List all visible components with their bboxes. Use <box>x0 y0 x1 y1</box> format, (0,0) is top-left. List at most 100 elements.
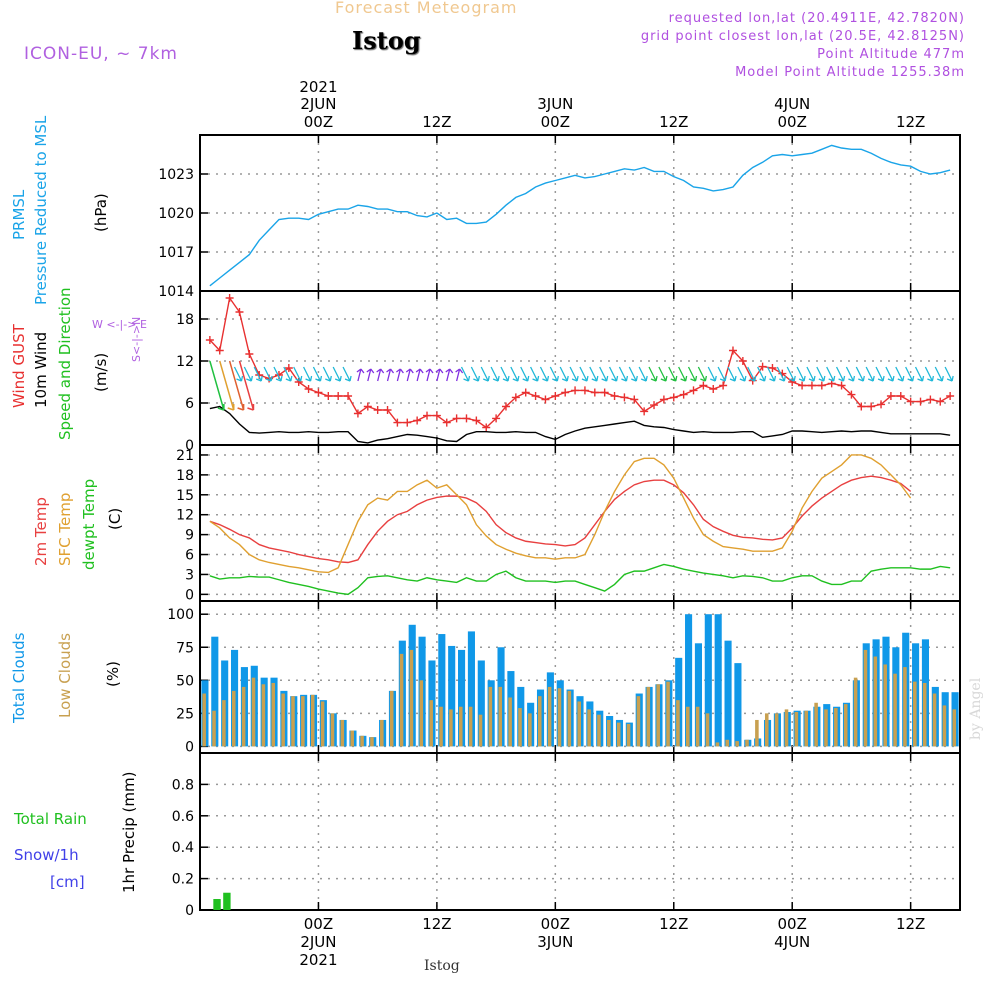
low-cloud-bar <box>410 650 414 746</box>
low-cloud-bar <box>390 691 394 747</box>
low-cloud-bar <box>814 703 818 747</box>
gust-marker <box>551 392 559 400</box>
gust-marker <box>936 398 944 406</box>
low-cloud-bar <box>696 707 700 747</box>
wind-direction-arrow <box>436 369 443 381</box>
gust-marker <box>611 392 619 400</box>
low-cloud-bar <box>943 705 947 746</box>
gust-marker <box>818 382 826 390</box>
wind-direction-arrow <box>396 369 403 381</box>
top-day-label: 3JUN <box>537 95 573 113</box>
wind-direction-arrow <box>925 367 933 381</box>
low-cloud-bar <box>469 707 473 747</box>
low-cloud-bar <box>834 708 838 746</box>
wind-direction-arrow <box>945 367 953 381</box>
low-cloud-bar <box>903 667 907 746</box>
low-cloud-bar <box>706 713 710 746</box>
gust-marker <box>453 414 461 422</box>
low-cloud-bar <box>716 742 720 746</box>
gust-marker <box>670 393 678 401</box>
gust-marker <box>561 389 569 397</box>
temp-2m-line <box>210 476 911 562</box>
y-tick-label: 3 <box>185 567 194 583</box>
top-hour-label: 12Z <box>659 113 688 131</box>
bottom-hour-label: 00Z <box>778 915 807 933</box>
wind-direction-arrow <box>416 369 423 381</box>
gust-marker <box>709 385 717 393</box>
low-cloud-bar <box>864 650 868 746</box>
low-cloud-bar <box>370 737 374 746</box>
low-cloud-bar <box>637 696 641 746</box>
wind-direction-arrow <box>689 367 697 381</box>
gust-marker <box>532 392 540 400</box>
y-tick-label: 1017 <box>158 245 194 261</box>
temp-dew-line <box>210 564 950 594</box>
y-tick-label: 0.8 <box>172 777 194 793</box>
y-tick-label: 75 <box>176 640 194 656</box>
y-tick-label: 0 <box>185 739 194 755</box>
y-tick-label: 9 <box>185 528 194 544</box>
top-hour-label: 00Z <box>778 113 807 131</box>
total-cloud-bar <box>734 663 741 746</box>
low-cloud-bar <box>755 720 759 746</box>
wind-direction-arrow <box>560 367 568 381</box>
wind-direction-arrow <box>669 367 677 381</box>
wind-direction-arrow <box>540 367 548 381</box>
wind-direction-arrow <box>501 367 509 381</box>
y-tick-label: 15 <box>176 488 194 504</box>
wind-direction-arrow <box>906 367 914 381</box>
gust-marker <box>719 382 727 390</box>
low-cloud-bar <box>587 709 591 746</box>
bottom-year-label: 2021 <box>299 951 337 969</box>
low-cloud-bar <box>735 741 739 746</box>
low-cloud-bar <box>341 720 345 746</box>
wind-direction-arrow <box>590 367 598 381</box>
y-tick-label: 0.4 <box>172 840 194 856</box>
wind-direction-arrow <box>343 367 351 381</box>
wind-direction-arrow <box>304 367 312 381</box>
low-cloud-bar <box>617 723 621 747</box>
bottom-hour-label: 12Z <box>422 915 451 933</box>
low-cloud-bar <box>380 720 384 746</box>
wind-direction-arrow <box>531 367 539 381</box>
wind-direction-arrow <box>491 367 499 381</box>
wind-direction-arrow <box>866 367 874 381</box>
wind-direction-arrow <box>610 367 618 381</box>
bottom-hour-label: 12Z <box>659 915 688 933</box>
gust-marker <box>808 382 816 390</box>
gust-marker <box>541 396 549 404</box>
wind-direction-arrow <box>461 367 469 381</box>
wind-direction-arrow <box>698 367 706 381</box>
gust-line <box>210 298 950 428</box>
low-cloud-bar <box>953 709 957 746</box>
wind-direction-arrow <box>876 367 884 381</box>
bottom-day-label: 4JUN <box>774 933 810 951</box>
rain-bar <box>213 899 220 910</box>
low-cloud-bar <box>568 691 572 747</box>
wind-direction-arrow <box>679 367 687 381</box>
y-tick-label: 25 <box>176 706 194 722</box>
low-cloud-bar <box>666 682 670 747</box>
top-day-label: 2JUN <box>300 95 336 113</box>
low-cloud-bar <box>745 740 749 747</box>
low-cloud-bar <box>311 695 315 747</box>
low-cloud-bar <box>498 687 502 746</box>
y-tick-label: 21 <box>176 448 194 464</box>
gust-marker <box>324 392 332 400</box>
top-hour-label: 12Z <box>896 113 925 131</box>
gust-marker <box>601 389 609 397</box>
low-cloud-bar <box>686 707 690 747</box>
y-tick-label: 6 <box>185 396 194 412</box>
wind-direction-arrow <box>718 367 726 381</box>
wind-direction-arrow <box>629 367 637 381</box>
gust-marker <box>403 419 411 427</box>
gust-marker <box>374 406 382 414</box>
low-cloud-bar <box>528 713 532 746</box>
wind-direction-arrow <box>856 367 864 381</box>
rain-bar <box>223 893 230 910</box>
gust-marker <box>245 350 253 358</box>
bottom-day-label: 3JUN <box>537 933 573 951</box>
y-tick-label: 50 <box>176 673 194 689</box>
y-tick-label: 6 <box>185 548 194 564</box>
low-cloud-bar <box>281 694 285 747</box>
